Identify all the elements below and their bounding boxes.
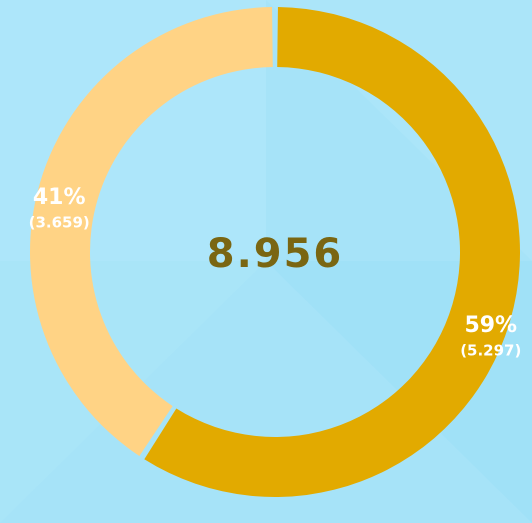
donut-segment (30, 7, 273, 457)
value-label: (5.297) (460, 341, 521, 359)
value-label: (3.659) (29, 214, 90, 232)
donut-segment (144, 7, 521, 498)
center-total: 8.956 (207, 231, 344, 277)
percent-label: 41% (33, 185, 86, 210)
percent-label: 59% (464, 313, 517, 338)
